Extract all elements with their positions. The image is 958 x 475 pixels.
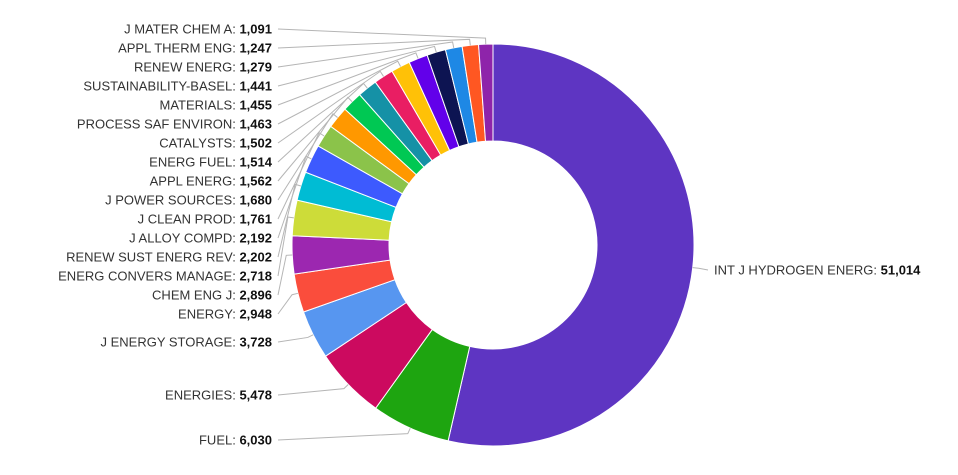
label-name: APPL THERM ENG: (118, 41, 239, 56)
label-j-power-sources: J POWER SOURCES: 1,680 (105, 193, 272, 208)
label-name: APPL ENERG: (150, 174, 240, 189)
label-name: ENERG CONVERS MANAGE: (58, 269, 239, 284)
label-value: 51,014 (881, 263, 922, 278)
label-name: INT J HYDROGEN ENERG: (714, 263, 881, 278)
label-name: J ALLOY COMPD: (129, 231, 239, 246)
label-appl-energ: APPL ENERG: 1,562 (150, 174, 272, 189)
label-value: 1,680 (239, 193, 272, 208)
label-j-energy-storage: J ENERGY STORAGE: 3,728 (101, 335, 273, 350)
label-value: 2,192 (239, 231, 272, 246)
label-name: SUSTAINABILITY-BASEL: (83, 79, 239, 94)
label-value: 1,279 (239, 60, 272, 75)
slice-j-mater-chem-a[interactable] (478, 43, 494, 142)
label-value: 2,948 (239, 307, 272, 322)
leader-line-j-clean-prod (277, 132, 325, 220)
label-value: 1,562 (239, 174, 272, 189)
label-name: J CLEAN PROD: (138, 212, 240, 227)
label-value: 1,761 (239, 212, 272, 227)
label-name: RENEW SUST ENERG REV: (66, 250, 239, 265)
label-value: 2,896 (239, 288, 272, 303)
leader-lines-layer (277, 28, 709, 441)
leader-line-j-mater-chem-a (277, 28, 487, 45)
label-materials: MATERIALS: 1,455 (160, 98, 273, 113)
label-name: PROCESS SAF ENVIRON: (77, 117, 240, 132)
label-appl-therm-eng: APPL THERM ENG: 1,247 (118, 41, 272, 56)
label-int-j-hydrogen-energ: INT J HYDROGEN ENERG: 51,014 (714, 263, 921, 278)
label-process-saf-environ: PROCESS SAF ENVIRON: 1,463 (77, 117, 272, 132)
label-name: MATERIALS: (160, 98, 240, 113)
leader-line-fuel (277, 427, 411, 441)
label-value: 1,091 (239, 22, 272, 37)
leader-line-energies (277, 384, 349, 396)
label-energy: ENERGY: 2,948 (178, 307, 272, 322)
label-name: ENERGY: (178, 307, 239, 322)
leader-line-renew-sust-energ-rev (277, 183, 301, 258)
label-j-mater-chem-a: J MATER CHEM A: 1,091 (124, 22, 272, 37)
label-name: J MATER CHEM A: (124, 22, 239, 37)
label-catalysts: CATALYSTS: 1,502 (159, 136, 272, 151)
leader-line-appl-therm-eng (277, 38, 471, 49)
label-value: 1,514 (239, 155, 272, 170)
label-name: CHEM ENG J: (152, 288, 239, 303)
leader-line-process-saf-environ (277, 60, 401, 125)
label-fuel: FUEL: 6,030 (199, 433, 272, 448)
label-j-clean-prod: J CLEAN PROD: 1,761 (138, 212, 272, 227)
label-value: 1,441 (239, 79, 272, 94)
label-value: 5,478 (239, 388, 272, 403)
leader-line-int-j-hydrogen-energ (692, 267, 709, 271)
label-chem-eng-j: CHEM ENG J: 2,896 (152, 288, 272, 303)
leader-line-materials (277, 52, 419, 106)
label-value: 1,247 (239, 41, 272, 56)
label-renew-energ: RENEW ENERG: 1,279 (134, 60, 272, 75)
label-name: ENERG FUEL: (149, 155, 239, 170)
label-value: 2,718 (239, 269, 272, 284)
leader-line-j-power-sources (277, 113, 338, 201)
leader-line-sustainability-basel (277, 45, 437, 87)
label-name: CATALYSTS: (159, 136, 239, 151)
label-name: ENERGIES: (165, 388, 239, 403)
label-value: 1,463 (239, 117, 272, 132)
leader-line-energy (277, 292, 299, 315)
leader-line-renew-energ (277, 41, 455, 68)
label-name: RENEW ENERG: (134, 60, 239, 75)
label-sustainability-basel: SUSTAINABILITY-BASEL: 1,441 (83, 79, 272, 94)
label-j-alloy-compd: J ALLOY COMPD: 2,192 (129, 231, 272, 246)
leader-line-catalysts (277, 70, 384, 144)
labels-layer: INT J HYDROGEN ENERG: 51,014 FUEL: 6,030 E… (58, 22, 921, 448)
label-value: 3,728 (239, 335, 272, 350)
slice-int-j-hydrogen-energ[interactable] (447, 43, 695, 447)
leader-line-j-energy-storage (277, 334, 314, 343)
leader-line-chem-eng-j (277, 254, 293, 296)
label-renew-sust-energ-rev: RENEW SUST ENERG REV: 2,202 (66, 250, 272, 265)
label-name: J ENERGY STORAGE: (101, 335, 240, 350)
label-energies: ENERGIES: 5,478 (165, 388, 272, 403)
label-energ-fuel: ENERG FUEL: 1,514 (149, 155, 273, 170)
label-value: 1,502 (239, 136, 272, 151)
label-name: FUEL: (199, 433, 239, 448)
label-name: J POWER SOURCES: (105, 193, 239, 208)
label-value: 1,455 (239, 98, 272, 113)
label-value: 6,030 (239, 433, 272, 448)
label-energ-convers-manage: ENERG CONVERS MANAGE: 2,718 (58, 269, 272, 284)
slices-layer (291, 43, 695, 447)
label-value: 2,202 (239, 250, 272, 265)
